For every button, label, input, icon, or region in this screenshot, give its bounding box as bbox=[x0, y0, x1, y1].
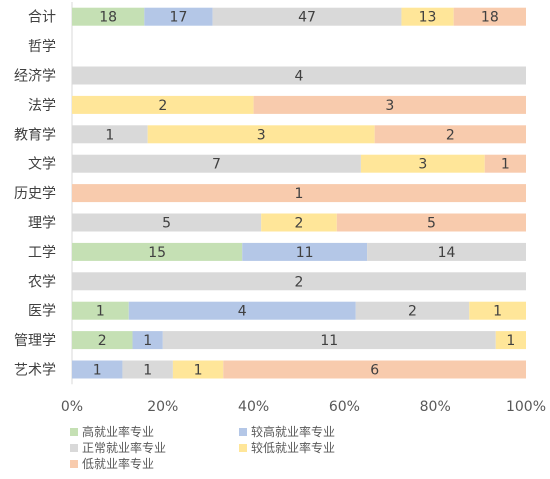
bar-segment bbox=[147, 125, 375, 144]
bar-segment bbox=[212, 7, 402, 26]
category-label: 教育学 bbox=[14, 127, 56, 143]
data-label: 14 bbox=[438, 245, 456, 261]
legend-swatch bbox=[239, 444, 247, 452]
data-label: 5 bbox=[427, 216, 436, 232]
bar-segment bbox=[144, 7, 213, 26]
data-label: 1 bbox=[105, 127, 114, 143]
data-label: 3 bbox=[257, 127, 266, 143]
data-label: 2 bbox=[295, 274, 304, 290]
data-label: 7 bbox=[212, 157, 221, 173]
category-label: 合计 bbox=[28, 10, 56, 26]
bar-segment bbox=[72, 272, 526, 291]
data-label: 1 bbox=[93, 363, 102, 379]
bar-segment bbox=[469, 301, 526, 320]
data-label: 1 bbox=[194, 363, 203, 379]
bar-segment bbox=[253, 95, 526, 114]
x-tick-label: 0% bbox=[61, 399, 83, 415]
bar-segment bbox=[261, 213, 337, 232]
data-label: 2 bbox=[158, 98, 167, 114]
data-label: 6 bbox=[370, 363, 379, 379]
data-label: 1 bbox=[96, 304, 105, 320]
legend-swatch bbox=[239, 428, 247, 436]
legend-swatch bbox=[70, 428, 78, 436]
bar-segment bbox=[484, 154, 526, 173]
category-label: 艺术学 bbox=[14, 363, 56, 379]
category-label: 工学 bbox=[28, 245, 56, 261]
data-label: 3 bbox=[385, 98, 394, 114]
bar-segment bbox=[72, 66, 526, 85]
x-tick-label: 20% bbox=[147, 399, 178, 415]
data-label: 1 bbox=[295, 186, 304, 202]
bar-segment bbox=[72, 301, 129, 320]
bar-segment bbox=[367, 242, 526, 261]
bar-segment bbox=[132, 331, 163, 350]
data-label: 1 bbox=[493, 304, 502, 320]
bar-segment bbox=[162, 331, 496, 350]
x-tick-label: 100% bbox=[506, 399, 546, 415]
bar-segment bbox=[401, 7, 454, 26]
bar-segment bbox=[72, 7, 145, 26]
bar-segment bbox=[355, 301, 470, 320]
x-tick-label: 80% bbox=[420, 399, 451, 415]
bar-segment bbox=[72, 154, 361, 173]
bar-segment bbox=[72, 331, 133, 350]
legend-label: 较高就业率专业 bbox=[251, 424, 335, 439]
data-label: 11 bbox=[320, 333, 338, 349]
legend-label: 较低就业率专业 bbox=[251, 440, 335, 455]
bar-segment bbox=[122, 360, 173, 379]
data-label: 2 bbox=[98, 333, 107, 349]
bar-segment bbox=[72, 242, 243, 261]
legend-label: 低就业率专业 bbox=[82, 456, 154, 471]
data-label: 4 bbox=[295, 69, 304, 85]
data-label: 1 bbox=[143, 363, 152, 379]
data-label: 3 bbox=[418, 157, 427, 173]
legend-label: 高就业率专业 bbox=[82, 424, 154, 439]
legend-swatch bbox=[70, 444, 78, 452]
category-label: 历史学 bbox=[14, 186, 56, 202]
category-label: 农学 bbox=[28, 274, 56, 290]
data-label: 18 bbox=[481, 10, 499, 26]
data-label: 2 bbox=[295, 216, 304, 232]
bar-segment bbox=[72, 125, 148, 144]
data-label: 1 bbox=[506, 333, 515, 349]
data-label: 17 bbox=[170, 10, 188, 26]
legend-swatch bbox=[70, 460, 78, 468]
bar-segment bbox=[336, 213, 526, 232]
category-label: 理学 bbox=[28, 216, 56, 232]
data-label: 1 bbox=[143, 333, 152, 349]
bar-segment bbox=[172, 360, 224, 379]
data-label: 2 bbox=[446, 127, 455, 143]
bar-segment bbox=[72, 184, 526, 203]
category-label: 经济学 bbox=[14, 69, 56, 85]
bar-segment bbox=[453, 7, 526, 26]
bar-segment bbox=[72, 95, 254, 114]
data-label: 47 bbox=[298, 10, 316, 26]
bar-segment bbox=[374, 125, 526, 144]
data-label: 2 bbox=[408, 304, 417, 320]
category-label: 法学 bbox=[28, 98, 56, 114]
legend-label: 正常就业率专业 bbox=[82, 440, 166, 455]
data-label: 5 bbox=[162, 216, 171, 232]
data-label: 4 bbox=[238, 304, 247, 320]
x-tick-label: 40% bbox=[238, 399, 269, 415]
bar-segment bbox=[495, 331, 526, 350]
bar-segment bbox=[72, 213, 262, 232]
x-tick-label: 60% bbox=[329, 399, 360, 415]
bar-segment bbox=[242, 242, 368, 261]
bar-segment bbox=[223, 360, 527, 379]
data-label: 15 bbox=[148, 245, 166, 261]
data-label: 18 bbox=[99, 10, 117, 26]
data-label: 11 bbox=[296, 245, 314, 261]
category-label: 管理学 bbox=[14, 333, 56, 349]
data-label: 1 bbox=[501, 157, 510, 173]
category-label: 哲学 bbox=[28, 39, 56, 55]
bar-segment bbox=[72, 360, 123, 379]
data-label: 13 bbox=[419, 10, 437, 26]
category-label: 医学 bbox=[28, 304, 56, 320]
bar-segment bbox=[360, 154, 485, 173]
category-label: 文学 bbox=[28, 157, 56, 173]
bar-segment bbox=[128, 301, 356, 320]
